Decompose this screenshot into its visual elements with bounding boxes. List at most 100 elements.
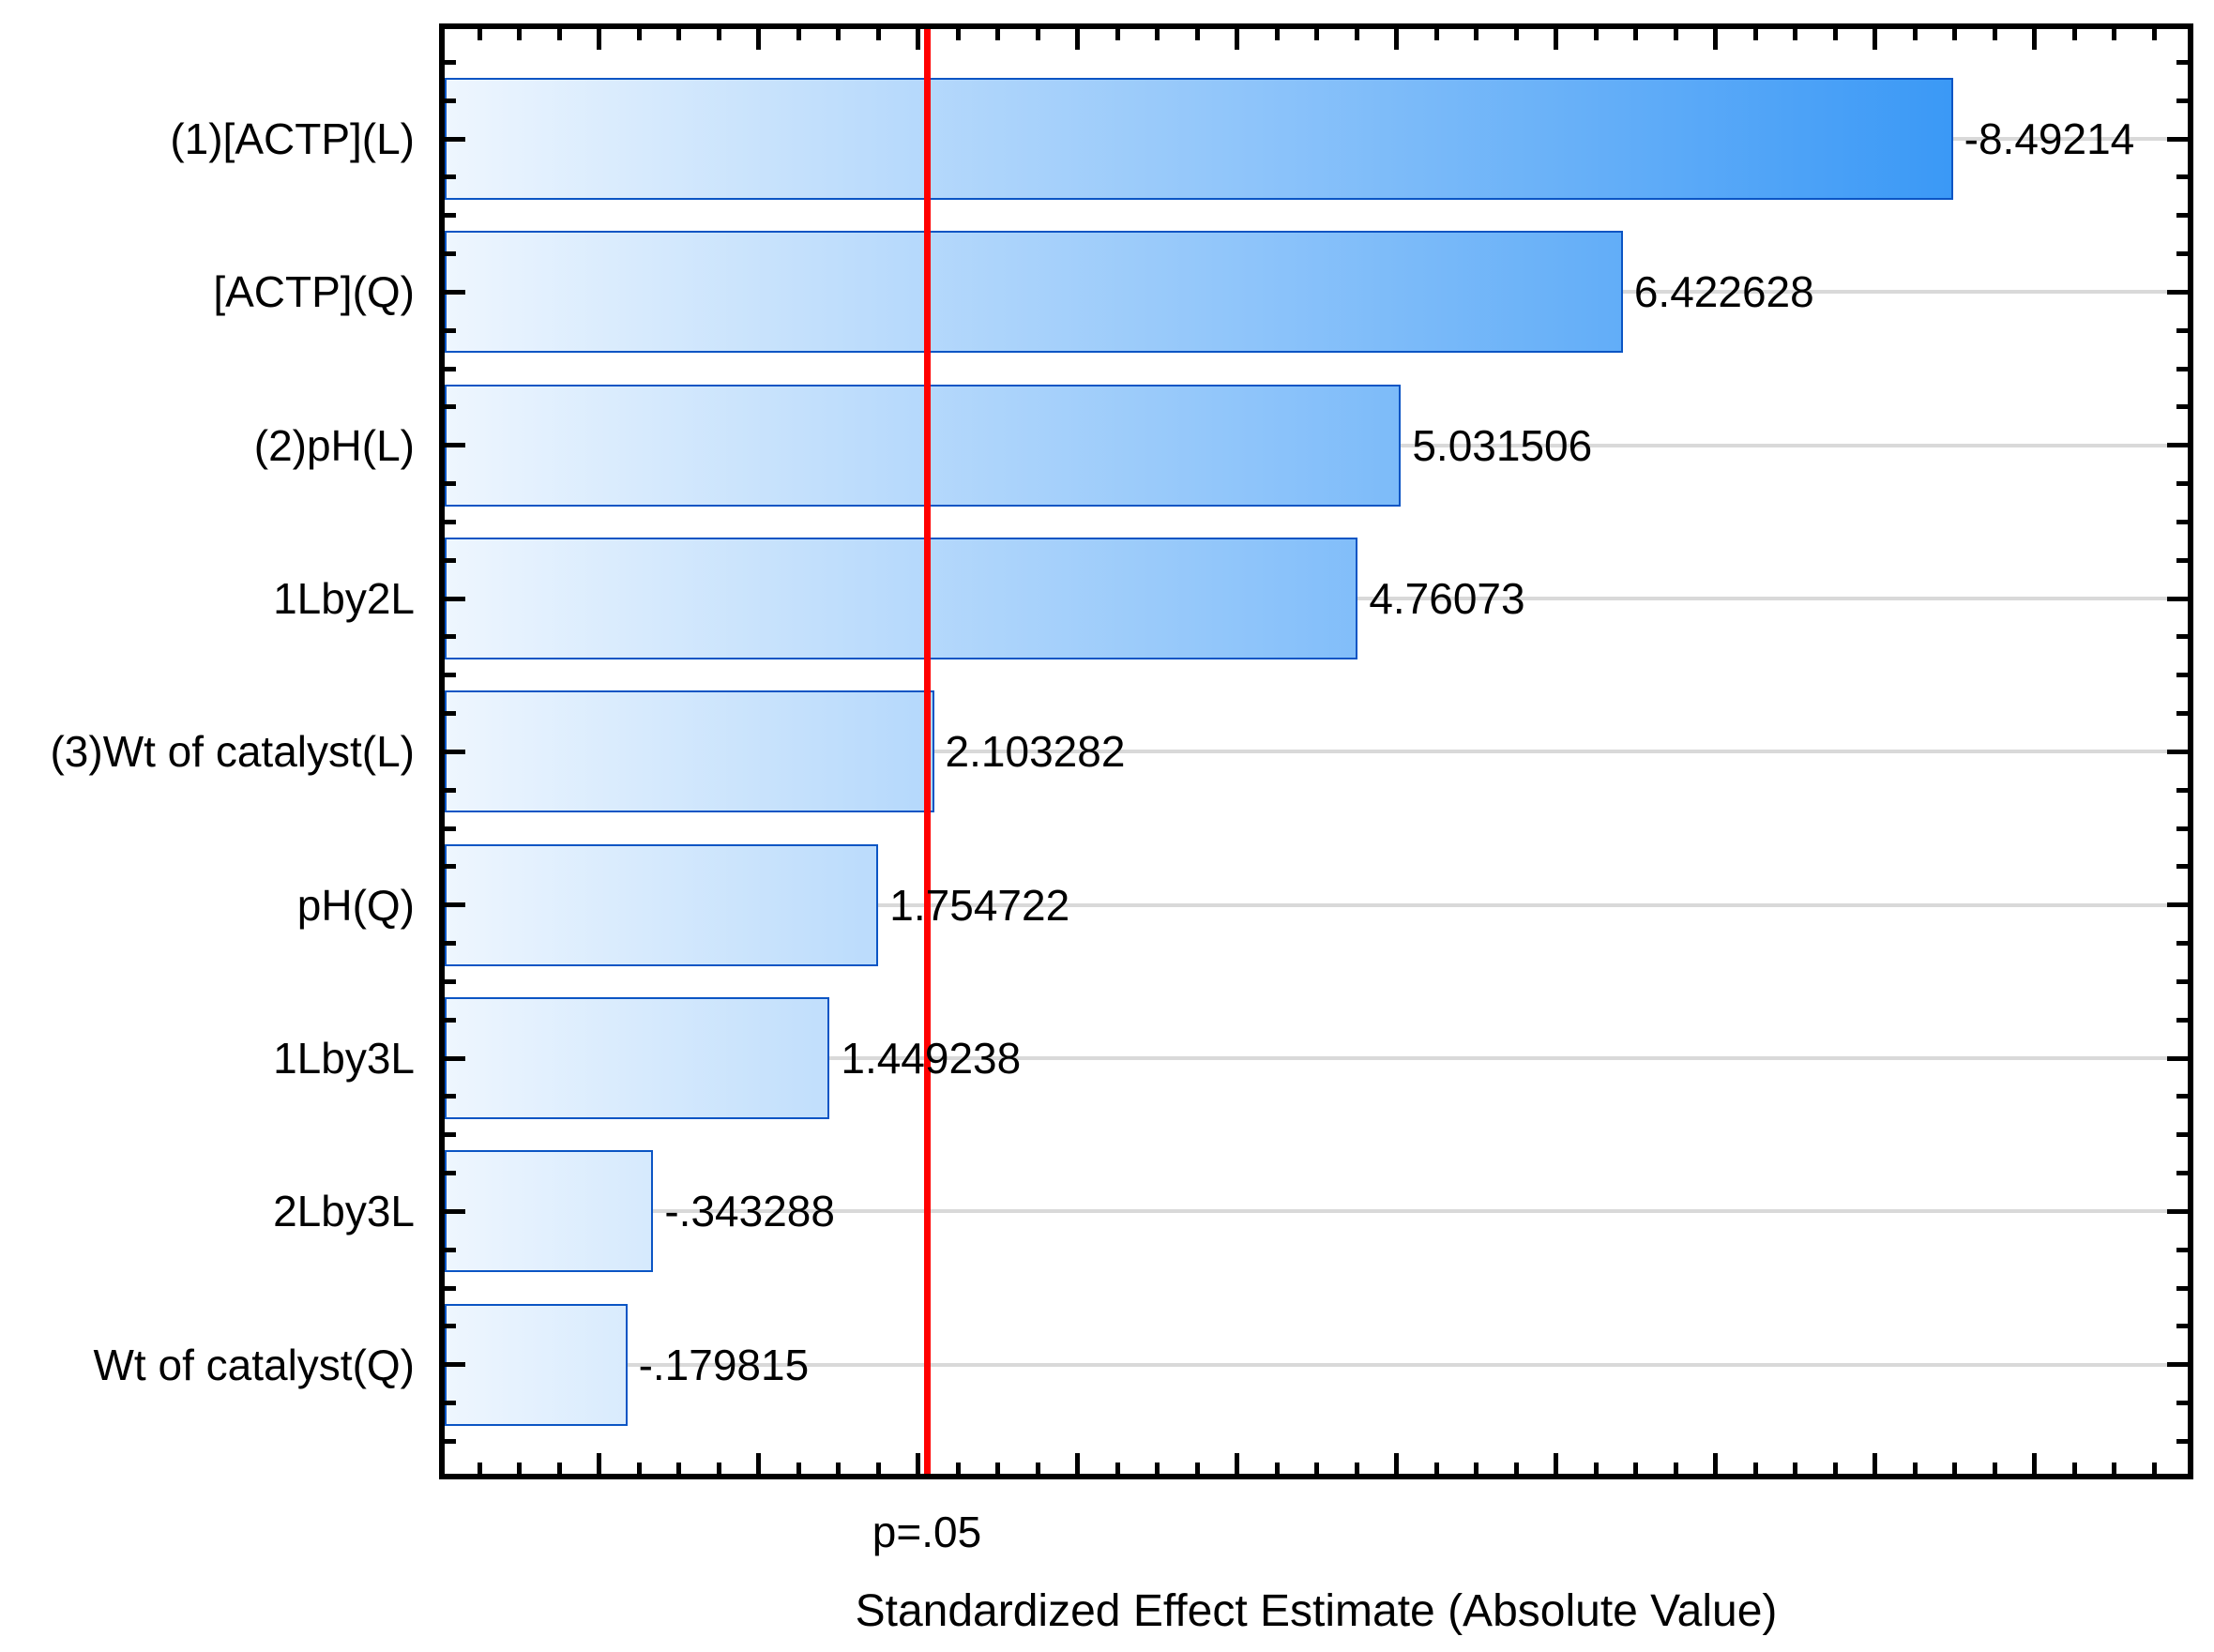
bar-value-label: 1.449238 (841, 1034, 1022, 1084)
y-axis-minor-tick (445, 1094, 456, 1099)
y-axis-minor-tick (2176, 366, 2188, 371)
x-axis-major-tick (916, 29, 920, 50)
y-axis-minor-tick (2176, 711, 2188, 717)
category-label: (3)Wt of catalyst(L) (50, 727, 415, 777)
x-axis-major-tick (1394, 29, 1399, 50)
x-axis-minor-tick (955, 29, 961, 40)
x-axis-minor-tick (1433, 1463, 1439, 1474)
x-axis-minor-tick (716, 1463, 721, 1474)
y-axis-minor-tick (445, 1401, 456, 1406)
x-axis-minor-tick (875, 29, 881, 40)
x-axis-minor-tick (636, 1463, 642, 1474)
y-axis-major-tick (445, 1055, 465, 1061)
y-axis-minor-tick (2176, 864, 2188, 870)
y-axis-minor-tick (2176, 634, 2188, 640)
y-axis-minor-tick (445, 711, 456, 717)
x-axis-major-tick (1554, 29, 1558, 50)
category-label: 1Lby3L (273, 1034, 415, 1084)
y-axis-minor-tick (445, 213, 456, 219)
y-axis-minor-tick (445, 98, 456, 103)
x-axis-minor-tick (1793, 29, 1797, 40)
y-axis-minor-tick (445, 1171, 456, 1176)
y-axis-minor-tick (2176, 1094, 2188, 1099)
x-axis-minor-tick (1752, 29, 1758, 40)
x-axis-minor-tick (716, 29, 721, 40)
y-axis-minor-tick (2176, 327, 2188, 333)
y-axis-major-tick (445, 289, 465, 295)
x-axis-minor-tick (2151, 29, 2157, 40)
y-axis-major-tick (2167, 289, 2188, 295)
x-axis-minor-tick (836, 29, 841, 40)
x-axis-major-tick (597, 29, 601, 50)
x-axis-major-tick (756, 1453, 761, 1474)
y-axis-minor-tick (445, 634, 456, 640)
x-axis-minor-tick (1115, 29, 1120, 40)
x-axis-minor-tick (1274, 29, 1280, 40)
bar-value-label: 1.754722 (889, 880, 1070, 930)
bar-value-label: -8.49214 (1964, 114, 2135, 163)
category-label: [ACTP](Q) (213, 267, 415, 317)
x-axis-minor-tick (2071, 29, 2077, 40)
x-axis-minor-tick (1513, 29, 1519, 40)
y-axis-minor-tick (445, 787, 456, 793)
x-axis-minor-tick (1593, 1463, 1599, 1474)
x-axis-minor-tick (1673, 1463, 1678, 1474)
y-axis-minor-tick (2176, 98, 2188, 103)
y-axis-minor-tick (445, 826, 456, 831)
bar-value-label: 6.422628 (1633, 267, 1814, 317)
category-label: Wt of catalyst(Q) (93, 1340, 415, 1389)
y-axis-major-tick (2167, 902, 2188, 908)
x-axis-minor-tick (1155, 1463, 1160, 1474)
x-axis-minor-tick (1433, 29, 1439, 40)
gridline (445, 1209, 2188, 1214)
y-axis-major-tick (445, 596, 465, 601)
gridline (445, 1362, 2188, 1367)
category-label: 2Lby3L (273, 1187, 415, 1236)
y-axis-minor-tick (445, 1132, 456, 1138)
plot-area (439, 23, 2193, 1479)
y-axis-minor-tick (2176, 1017, 2188, 1023)
x-axis-major-tick (1075, 1453, 1080, 1474)
y-axis-minor-tick (445, 251, 456, 257)
y-axis-minor-tick (2176, 1132, 2188, 1138)
x-axis-minor-tick (1673, 29, 1678, 40)
x-axis-minor-tick (836, 1463, 841, 1474)
y-axis-minor-tick (2176, 787, 2188, 793)
y-axis-minor-tick (445, 59, 456, 65)
x-axis-major-tick (1075, 29, 1080, 50)
y-axis-minor-tick (2176, 519, 2188, 524)
x-axis-minor-tick (1513, 1463, 1519, 1474)
y-axis-major-tick (2167, 749, 2188, 754)
y-axis-major-tick (2167, 1362, 2188, 1368)
x-axis-minor-tick (1035, 29, 1040, 40)
x-axis-minor-tick (2112, 29, 2116, 40)
y-axis-minor-tick (2176, 673, 2188, 678)
bar-value-label: -.343288 (664, 1187, 835, 1236)
y-axis-minor-tick (2176, 213, 2188, 219)
y-axis-minor-tick (2176, 1171, 2188, 1176)
gridline (445, 902, 2188, 907)
y-axis-minor-tick (2176, 941, 2188, 947)
y-axis-minor-tick (2176, 826, 2188, 831)
x-axis-major-tick (1873, 1453, 1877, 1474)
x-axis-minor-tick (1832, 29, 1838, 40)
y-axis-minor-tick (445, 1247, 456, 1252)
y-axis-major-tick (2167, 1208, 2188, 1214)
x-axis-minor-tick (2071, 1463, 2077, 1474)
x-axis-minor-tick (636, 29, 642, 40)
y-axis-minor-tick (2176, 174, 2188, 180)
bar (445, 1150, 654, 1273)
y-axis-minor-tick (2176, 978, 2188, 984)
x-axis-minor-tick (477, 29, 482, 40)
x-axis-major-tick (1713, 1453, 1718, 1474)
x-axis-minor-tick (955, 1463, 961, 1474)
bar (445, 843, 879, 966)
y-axis-minor-tick (2176, 1285, 2188, 1291)
bar (445, 78, 1953, 200)
category-label: 1Lby2L (273, 574, 415, 624)
bar (445, 538, 1358, 660)
x-axis-major-tick (2032, 29, 2037, 50)
y-axis-minor-tick (445, 1438, 456, 1444)
x-axis-minor-tick (1354, 29, 1359, 40)
y-axis-minor-tick (445, 978, 456, 984)
